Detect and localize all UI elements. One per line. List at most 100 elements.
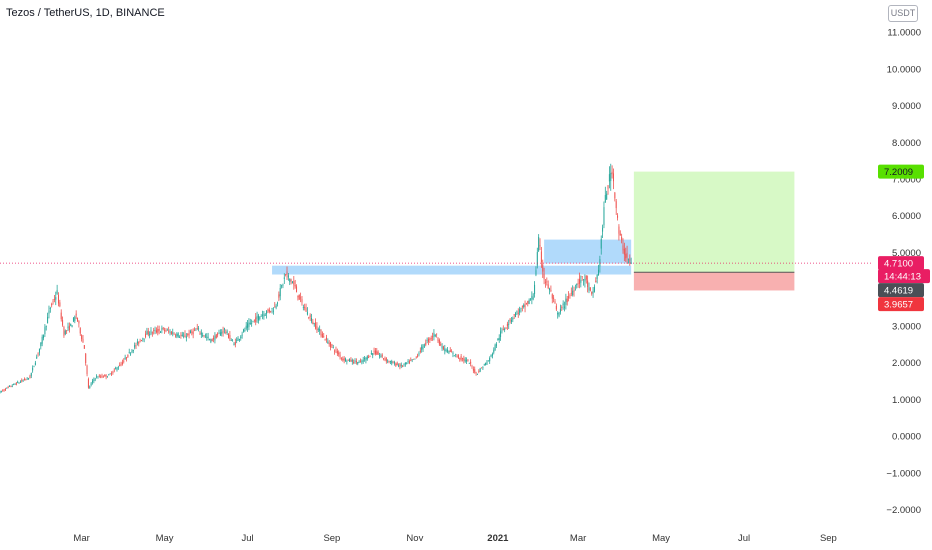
time-axis[interactable]: Mar May Jul Sep Nov 2021 Mar May Jul Sep bbox=[73, 533, 836, 544]
candle-body bbox=[482, 367, 484, 369]
candle-body bbox=[30, 372, 32, 376]
candle-body bbox=[396, 362, 398, 365]
candle-body bbox=[185, 336, 187, 338]
candle-body bbox=[512, 318, 514, 320]
candle-body bbox=[379, 355, 381, 357]
candle-body bbox=[56, 290, 58, 294]
candle-body bbox=[592, 290, 594, 294]
candle-body bbox=[21, 380, 23, 382]
candle-body bbox=[132, 349, 134, 352]
candle-body bbox=[206, 336, 208, 338]
candle-body bbox=[320, 330, 322, 336]
candle-body bbox=[52, 300, 54, 302]
candle-body bbox=[195, 329, 197, 331]
candle-body bbox=[196, 328, 198, 329]
candle-body bbox=[381, 354, 383, 357]
y-tick-label: 3.0000 bbox=[892, 321, 921, 332]
candle-body bbox=[448, 351, 450, 354]
candle-body bbox=[198, 328, 200, 330]
price-label-target: 7.2009 bbox=[884, 167, 913, 178]
candle-body bbox=[29, 376, 31, 379]
candle-body bbox=[187, 334, 189, 335]
candle-body bbox=[179, 336, 181, 338]
candle-body bbox=[415, 356, 417, 358]
candle-body bbox=[572, 290, 574, 296]
candle-body bbox=[335, 349, 337, 351]
candle-body bbox=[501, 330, 503, 332]
candle-body bbox=[535, 270, 537, 275]
candle-body bbox=[622, 245, 624, 251]
candle-body bbox=[249, 322, 251, 325]
candle-body bbox=[407, 360, 409, 362]
candle-body bbox=[67, 326, 69, 329]
candle-body bbox=[19, 381, 21, 383]
candle-body bbox=[238, 339, 240, 340]
candle-body bbox=[538, 236, 540, 251]
long-position-tool[interactable] bbox=[633, 171, 795, 291]
candle-body bbox=[128, 351, 130, 353]
candle-body bbox=[472, 368, 474, 371]
candle-body bbox=[610, 172, 612, 182]
candle-body bbox=[566, 298, 568, 303]
candle-body bbox=[599, 259, 601, 267]
candle-body bbox=[362, 359, 364, 362]
candle-body bbox=[581, 276, 583, 278]
candle-body bbox=[504, 328, 506, 330]
candle-body bbox=[451, 351, 453, 353]
candle-body bbox=[607, 185, 609, 189]
candle-body bbox=[626, 252, 628, 258]
candle-body bbox=[413, 358, 415, 360]
candle-body bbox=[377, 351, 379, 355]
price-label-stop-bg bbox=[878, 297, 924, 312]
candle-body bbox=[387, 360, 389, 362]
candle-body bbox=[48, 310, 50, 314]
candle-body bbox=[580, 280, 582, 283]
symbol-title[interactable]: Tezos / TetherUS, 1D, BINANCE bbox=[6, 7, 165, 19]
candle-body bbox=[418, 353, 420, 355]
candle-body bbox=[276, 302, 278, 304]
candle-body bbox=[72, 317, 74, 322]
candle-body bbox=[169, 331, 171, 333]
candle-body bbox=[354, 360, 356, 362]
x-tick-label: Jul bbox=[241, 533, 253, 544]
candle-body bbox=[62, 320, 64, 326]
candle-body bbox=[71, 325, 73, 328]
candle-body bbox=[44, 327, 46, 335]
candle-body bbox=[232, 340, 234, 342]
candle-body bbox=[123, 360, 125, 362]
x-tick-label: Mar bbox=[570, 533, 586, 544]
candle-body bbox=[576, 284, 578, 286]
candle-body bbox=[353, 361, 355, 363]
candle-body bbox=[291, 281, 293, 284]
candle-body bbox=[177, 333, 179, 337]
candle-body bbox=[309, 315, 311, 317]
candle-body bbox=[305, 307, 307, 312]
candle-body bbox=[554, 301, 556, 304]
candle-body bbox=[487, 360, 489, 362]
candle-body bbox=[124, 357, 126, 360]
candle-body bbox=[219, 332, 221, 336]
candle-body bbox=[471, 366, 473, 368]
candle-body bbox=[247, 323, 249, 328]
candle-body bbox=[75, 313, 77, 316]
candle-body bbox=[611, 171, 613, 175]
candle-body bbox=[557, 312, 559, 315]
candle-body bbox=[217, 333, 219, 336]
candle-body bbox=[83, 345, 85, 349]
candle-body bbox=[422, 344, 424, 350]
candle-body bbox=[160, 331, 162, 333]
candle-body bbox=[127, 354, 129, 358]
candle-body bbox=[64, 330, 66, 335]
candle-body bbox=[479, 368, 481, 372]
x-tick-label: Sep bbox=[323, 533, 340, 544]
candle-body bbox=[66, 330, 68, 332]
candle-body bbox=[358, 361, 360, 363]
candle-body bbox=[242, 329, 244, 332]
candle-body bbox=[364, 358, 366, 360]
candle-body bbox=[180, 335, 182, 336]
currency-button[interactable]: USDT bbox=[888, 5, 918, 22]
candle-body bbox=[165, 330, 167, 332]
candle-body bbox=[530, 299, 532, 301]
candle-body bbox=[119, 364, 121, 367]
